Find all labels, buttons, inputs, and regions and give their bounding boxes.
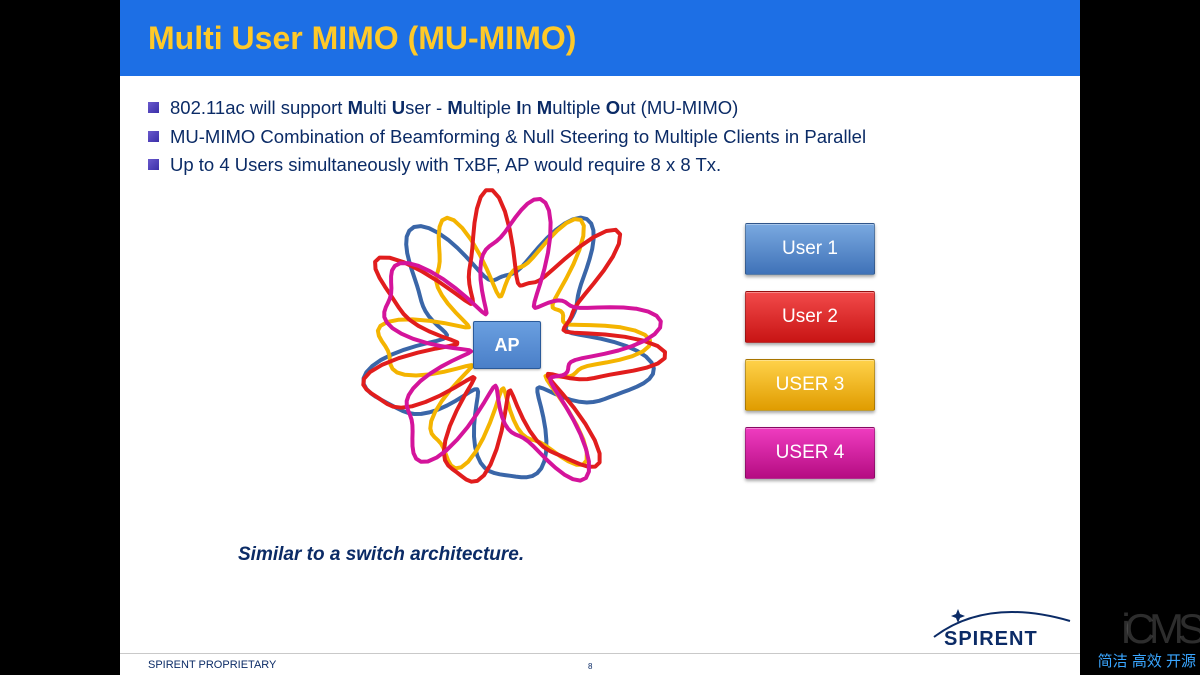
page-number: 8 <box>588 662 592 671</box>
user-legend-item: USER 3 <box>745 359 875 411</box>
user-legend-item: User 1 <box>745 223 875 275</box>
bullet-item: Up to 4 Users simultaneously with TxBF, … <box>148 151 1052 180</box>
watermark-icms: iCMS <box>1121 605 1200 653</box>
slide-content: 802.11ac will support Multi User - Multi… <box>120 76 1080 566</box>
bullet-list: 802.11ac will support Multi User - Multi… <box>148 94 1052 180</box>
bullet-item: 802.11ac will support Multi User - Multi… <box>148 94 1052 123</box>
slide: Multi User MIMO (MU-MIMO) 802.11ac will … <box>120 0 1080 675</box>
user-legend: User 1 User 2 USER 3 USER 4 <box>745 223 875 479</box>
letterbox-stage: Multi User MIMO (MU-MIMO) 802.11ac will … <box>0 0 1200 675</box>
diagram-row: AP User 1 User 2 USER 3 USER 4 <box>148 186 1052 516</box>
footnote: Similar to a switch architecture. <box>238 544 1052 566</box>
bullet-item: MU-MIMO Combination of Beamforming & Nul… <box>148 123 1052 152</box>
footer-text: SPIRENT PROPRIETARY <box>148 659 276 671</box>
footer-bar: SPIRENT PROPRIETARY <box>120 653 1080 675</box>
user-legend-item: User 2 <box>745 291 875 343</box>
title-bar: Multi User MIMO (MU-MIMO) <box>120 0 1080 76</box>
spirent-logo: SPIRENT <box>932 603 1072 649</box>
slide-title: Multi User MIMO (MU-MIMO) <box>148 20 576 57</box>
beam-pattern-diagram: AP <box>325 186 685 516</box>
watermark-subtitle: 简洁 高效 开源 <box>1098 650 1196 671</box>
logo-text: SPIRENT <box>944 628 1038 649</box>
user-legend-item: USER 4 <box>745 427 875 479</box>
ap-node: AP <box>473 321 541 369</box>
